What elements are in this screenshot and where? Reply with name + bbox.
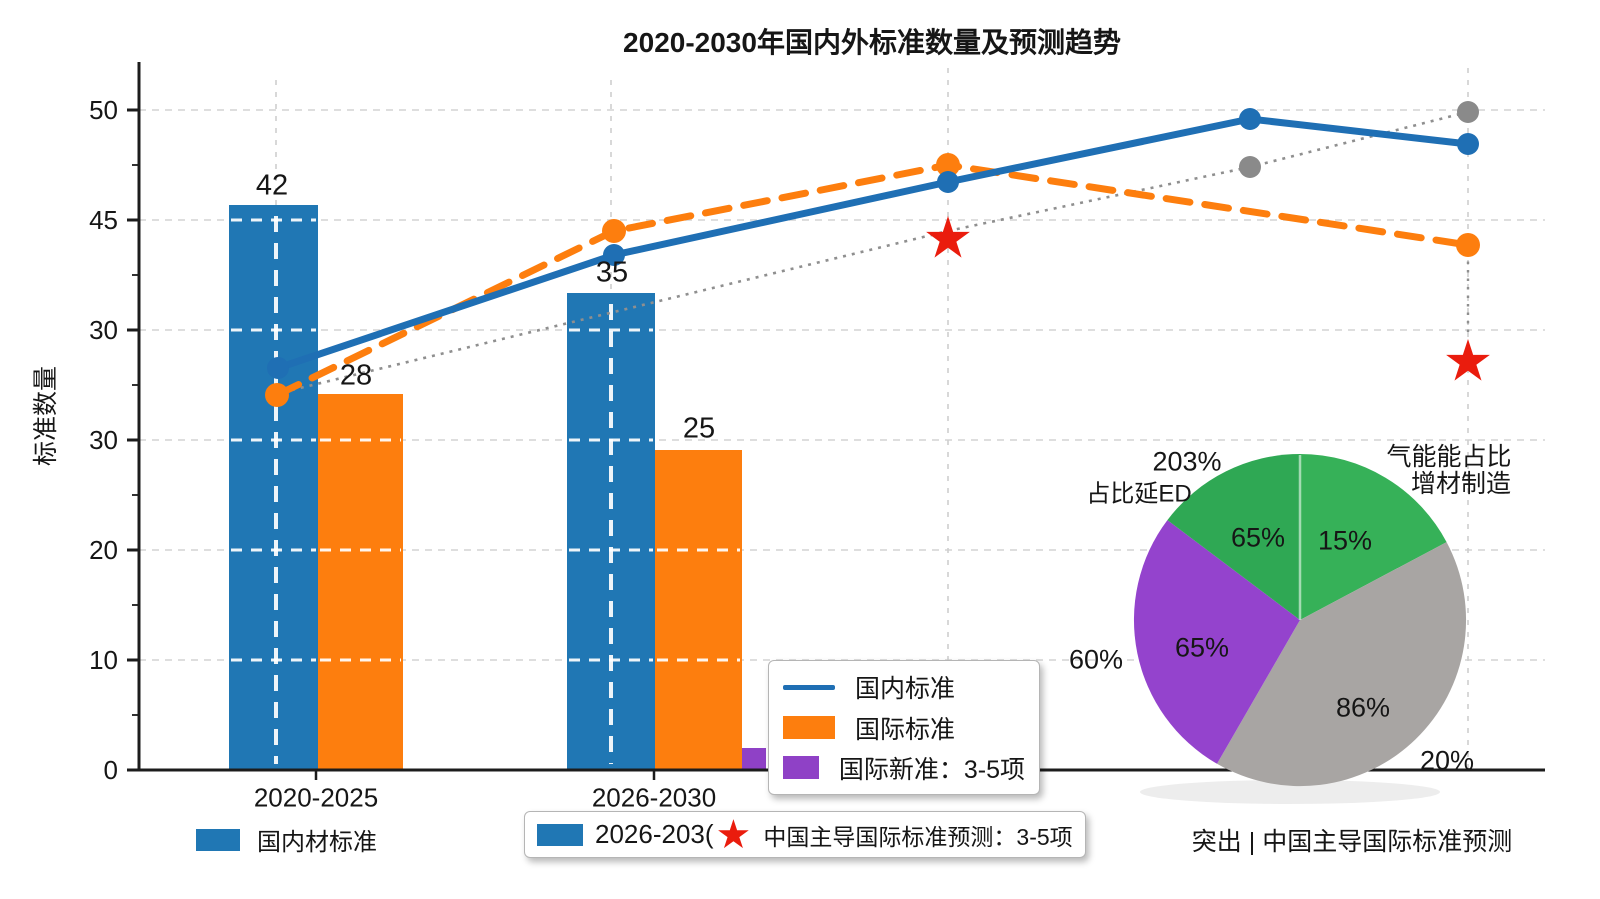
legend-label: 国际标准 — [855, 715, 956, 744]
star-icon: ★ — [715, 812, 752, 857]
pie-outer-label-60: 60% — [1068, 644, 1124, 675]
pie-slice-purple — [1133, 520, 1300, 764]
legend-line-swatch-blue — [783, 684, 835, 690]
y-tick-45: 45 — [89, 205, 118, 235]
bar-domestic-2020 — [229, 205, 318, 770]
forecast-trend-line — [291, 110, 1469, 392]
y-tick-0: 0 — [103, 755, 118, 785]
pie-chart — [1133, 454, 1467, 804]
x-tick-2026-2030: 2026-2030 — [591, 782, 717, 813]
pie-caption: 突出 | 中国主导国际标准预测 — [1191, 828, 1513, 856]
v-gridlines — [275, 68, 1469, 770]
pie-outer-label-zhanbi: 占比延ED — [1086, 480, 1192, 508]
y-tick-30a: 30 — [89, 315, 118, 345]
legend-bottom-box-left-text: 2026-203( — [595, 819, 714, 849]
y-tick-10: 10 — [89, 645, 118, 675]
legend-box: 国内标准 国际标准 国际新准：3-5项 — [768, 660, 1040, 795]
pie-label-gray: 86% — [1335, 692, 1391, 723]
pie-outer-label-right1: 气能能占比 — [1386, 443, 1512, 471]
bar-newstandard-2026 — [742, 748, 766, 770]
legend-bottom-left: 国内材标准 — [196, 822, 377, 857]
legend-item-domestic: 国内标准 — [783, 669, 1025, 705]
pie-shadow — [1140, 780, 1440, 804]
legend-rect-swatch-blue — [196, 828, 240, 851]
pie-label-green-left: 65% — [1230, 522, 1286, 553]
bar-label-28: 28 — [339, 359, 373, 392]
blue-line-markers — [267, 108, 1479, 379]
bar-label-42: 42 — [255, 169, 289, 202]
y-tick-50: 50 — [89, 95, 118, 125]
chart-title: 2020-2030年国内外标准数量及预测趋势 — [623, 27, 1121, 58]
pie-slice-gray — [1217, 542, 1467, 787]
pie-outer-label-20: 20% — [1419, 745, 1475, 776]
pie-label-green-right: 15% — [1317, 525, 1373, 556]
international-standard-line — [273, 161, 1472, 399]
legend-bottom-left-label: 国内材标准 — [257, 829, 377, 856]
legend-rect-swatch-purple — [783, 756, 819, 780]
legend-rect-swatch-blue2 — [537, 823, 583, 846]
pie-outer-label-right2: 增材制造 — [1410, 470, 1512, 498]
y-tick-30b: 30 — [89, 425, 118, 455]
bar-overlay-dashes — [231, 216, 740, 764]
bar-label-25: 25 — [682, 412, 716, 445]
pie-slice-green-right — [1300, 454, 1447, 620]
orange-line-markers — [265, 153, 1480, 407]
y-tick-20: 20 — [89, 535, 118, 565]
gray-line-markers — [1239, 101, 1479, 178]
legend-label: 国内标准 — [855, 675, 956, 704]
pie-outer-label-203: 203% — [1152, 446, 1222, 477]
pie-slice-green-left — [1167, 454, 1300, 620]
legend-bottom-box: 2026-203( ★ 中国主导国际标准预测：3-5项 — [524, 811, 1086, 858]
legend-label: 国际新准：3-5项 — [838, 755, 1025, 784]
pie-label-purple: 65% — [1174, 632, 1230, 663]
legend-bottom-box-right-text: 中国主导国际标准预测：3-5项 — [763, 823, 1073, 850]
bar-label-35: 35 — [595, 256, 629, 289]
legend-rect-swatch-orange — [783, 716, 835, 739]
x-tick-2020-2025: 2020-2025 — [253, 782, 379, 813]
legend-item-new-standard: 国际新准：3-5项 — [783, 750, 1025, 786]
bar-international-2020 — [318, 394, 403, 770]
bar-international-2026 — [655, 450, 742, 770]
legend-item-international: 国际标准 — [783, 710, 1025, 746]
china-forecast-star-2 — [1446, 339, 1490, 381]
